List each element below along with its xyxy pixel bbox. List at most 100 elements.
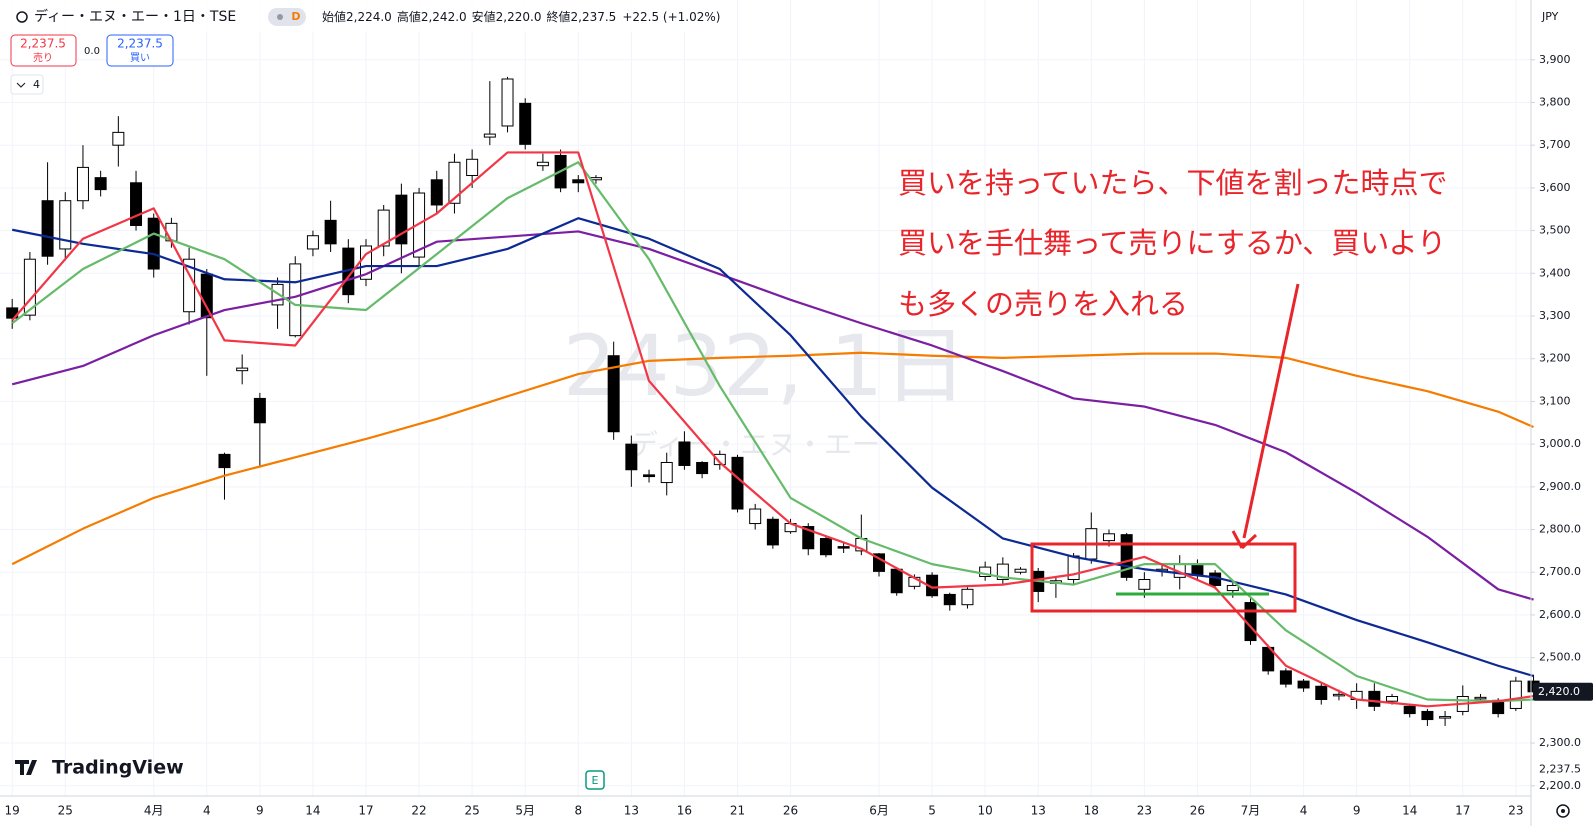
candle-body	[466, 158, 479, 177]
highlight-box	[1030, 542, 1297, 613]
current-price-label: 2,237.5	[1539, 763, 1581, 776]
candle-body	[41, 200, 54, 257]
candle-body	[961, 588, 974, 606]
candle-body	[76, 166, 89, 202]
candle-body	[430, 179, 443, 206]
candle-body	[1509, 680, 1522, 709]
x-tick-label: 21	[730, 804, 745, 818]
x-tick-label: 17	[1455, 804, 1470, 818]
candle-body	[979, 566, 992, 578]
x-tick-label: 6月	[869, 804, 889, 818]
candle-body	[147, 217, 160, 270]
earnings-marker[interactable]	[585, 770, 605, 790]
y-tick-label: 3,200	[1539, 352, 1571, 365]
x-tick-label: 23	[1137, 804, 1152, 818]
candle-body	[837, 546, 850, 549]
candle-body	[218, 453, 231, 469]
x-tick-label: 16	[677, 804, 692, 818]
y-tick-label: 2,300.0	[1539, 736, 1581, 749]
candle-body	[625, 443, 638, 471]
moving-average	[11, 161, 1534, 703]
candle-body	[483, 133, 496, 138]
ohlc-value: 2,242.0	[421, 10, 467, 24]
candle-body	[607, 355, 620, 433]
candle-body	[23, 258, 36, 316]
buy-price: 2,237.5	[117, 37, 163, 51]
y-tick-label: 3,300	[1539, 309, 1571, 322]
candle-body	[324, 219, 337, 245]
x-axis: 19 25 4月 4 9 14 17 22 25 5月 8 13 16 21 26 6月 5 10 13 18 23 26…	[5, 804, 1524, 818]
candle-body	[731, 456, 744, 510]
candle-body	[696, 461, 709, 475]
currency[interactable]: JPY	[1541, 10, 1559, 23]
candle-body	[1403, 705, 1416, 715]
settings[interactable]	[1556, 804, 1570, 818]
candle-body	[890, 568, 903, 594]
last-price-label: 2,420.0	[1538, 685, 1580, 698]
candle-body	[1439, 716, 1452, 719]
badge-text: D	[291, 10, 300, 23]
moving-average	[11, 151, 1534, 708]
x-tick-label: 14	[305, 804, 320, 818]
y-tick-label: 2,800.0	[1539, 523, 1581, 536]
candle-body	[802, 526, 815, 550]
candle-body	[200, 273, 213, 319]
sell-label: 売り	[33, 51, 53, 64]
x-tick-label: 9	[256, 804, 264, 818]
x-tick-label: 17	[358, 804, 373, 818]
annotation-line: 買いを持っていたら、下値を割った時点で	[898, 166, 1448, 200]
x-tick-label: 25	[58, 804, 73, 818]
candle-body	[713, 453, 726, 466]
header-bg	[0, 0, 720, 32]
last-price-box	[1533, 682, 1593, 701]
buy-label: 買い	[130, 52, 150, 64]
x-tick-label: 13	[624, 804, 639, 818]
x-tick-label: 10	[978, 804, 993, 818]
candle-body	[59, 200, 72, 250]
moving-average	[11, 217, 1534, 678]
candle-body	[660, 461, 673, 484]
candle-body	[1138, 578, 1151, 590]
candle-body	[395, 194, 408, 245]
indicator-toggle[interactable]	[10, 74, 44, 95]
logo[interactable]: TradingView	[52, 757, 184, 779]
spread: 0.0	[84, 46, 100, 57]
candle-body	[572, 179, 585, 184]
sell-button[interactable]	[10, 34, 77, 67]
candle-body	[819, 537, 832, 556]
candle-body	[678, 441, 691, 466]
watermark-name: ディー・エヌ・エー	[630, 428, 880, 461]
candle-body	[1279, 670, 1292, 685]
candle-body	[306, 235, 319, 250]
ohlc: 始値2,224.0 高値2,242.0 安値2,220.0 終値2,237.5 +22.…	[322, 9, 720, 24]
badge[interactable]	[268, 8, 306, 26]
x-tick-label: 14	[1402, 804, 1417, 818]
annotation-line: 買いを手仕舞って売りにするか、買いより	[898, 226, 1446, 260]
y-tick-label: 2,500.0	[1539, 651, 1581, 664]
candle-body	[289, 263, 302, 337]
candle-body	[1297, 680, 1310, 689]
buy-button[interactable]	[106, 34, 174, 67]
x-tick-label: 4	[1300, 804, 1308, 818]
ohlc-label: 終値	[546, 9, 570, 24]
x-tick-label: 13	[1031, 804, 1046, 818]
ohlc-value: 2,237.5	[571, 10, 617, 24]
candle-body	[1120, 534, 1133, 578]
candle-body	[413, 192, 426, 258]
x-tick-label: 5	[928, 804, 936, 818]
ohlc-label: 安値	[472, 9, 496, 24]
x-tick-label: 9	[1353, 804, 1361, 818]
x-tick-label: 26	[783, 804, 798, 818]
x-tick-label: 22	[411, 804, 426, 818]
x-tick-label: 4	[203, 804, 211, 818]
y-tick-label: 3,900	[1539, 53, 1571, 66]
watermark-title: 2432, 1日	[563, 317, 968, 415]
candle-body	[766, 518, 779, 546]
symbol[interactable]: ディー・エヌ・エー・1日・TSE	[34, 8, 236, 25]
candle-body	[1014, 568, 1027, 573]
x-tick-label: 8	[574, 804, 582, 818]
indicator-count: 4	[33, 78, 40, 91]
chevron	[16, 82, 26, 88]
candle-body	[643, 474, 656, 478]
